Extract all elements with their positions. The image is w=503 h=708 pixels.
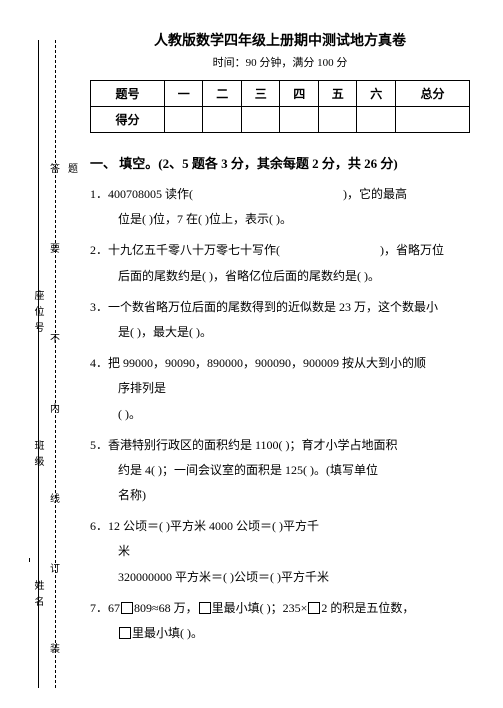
score-header-row: 题号 一 二 三 四 五 六 总分 bbox=[91, 81, 470, 107]
binding-label-name: 姓名 bbox=[30, 580, 45, 612]
q7-box1 bbox=[121, 602, 133, 614]
q7-box2 bbox=[199, 602, 211, 614]
q5-line1: 5．香港特别行政区的面积约是 1100( )；育才小学占地面积 bbox=[90, 438, 398, 452]
score-h2: 二 bbox=[203, 81, 242, 107]
q1-line1a: 1．400708005 读作( bbox=[90, 187, 193, 201]
q7-box4 bbox=[119, 627, 131, 639]
score-h4: 四 bbox=[280, 81, 319, 107]
binding-char-nei: 内 bbox=[50, 400, 60, 415]
q2-line1a: 2．十九亿五千零八十万零七十写作( bbox=[90, 243, 280, 257]
q6: 6．12 公顷＝( )平方米 4000 公顷＝( )平方千 米 32000000… bbox=[90, 514, 470, 590]
binding-label-class: 班级 bbox=[30, 440, 45, 472]
score-table: 题号 一 二 三 四 五 六 总分 得分 bbox=[90, 80, 470, 133]
q2-line2: 后面的尾数约是( )，省略亿位后面的尾数约是( )。 bbox=[104, 264, 470, 289]
q1-line2: 位是( )位，7 在( )位上，表示( )。 bbox=[104, 207, 470, 232]
q7-p4: 2 的积是五位数， bbox=[321, 601, 414, 615]
q6-line3: 320000000 平方米＝( )公顷＝( )平方千米 bbox=[104, 565, 470, 590]
binding-dashed-line bbox=[55, 40, 56, 688]
binding-margin: 姓名 班级 座位号 装 订 线 内 不 要 答 题 bbox=[30, 0, 80, 708]
q4-line1: 4．把 99000，90090，890000，900090，900009 按从大… bbox=[90, 356, 426, 370]
q3-line1: 3．一个数省略万位后面的尾数得到的近似数是 23 万，这个数最小 bbox=[90, 300, 438, 314]
q4: 4．把 99000，90090，890000，900090，900009 按从大… bbox=[90, 351, 470, 427]
score-value-row: 得分 bbox=[91, 107, 470, 133]
binding-char-xian: 线 bbox=[50, 490, 60, 505]
score-blank-7 bbox=[395, 107, 469, 133]
q4-line3: ( )。 bbox=[104, 402, 470, 427]
q6-line1: 6．12 公顷＝( )平方米 4000 公顷＝( )平方千 bbox=[90, 519, 319, 533]
page-content: 人教版数学四年级上册期中测试地方真卷 时间：90 分钟，满分 100 分 题号 … bbox=[90, 30, 470, 652]
score-blank-3 bbox=[241, 107, 280, 133]
score-h1: 一 bbox=[164, 81, 203, 107]
q2-line1b: )，省略万位 bbox=[380, 243, 444, 257]
binding-char-yao: 要 bbox=[50, 240, 60, 255]
score-blank-1 bbox=[164, 107, 203, 133]
score-blank-2 bbox=[203, 107, 242, 133]
score-h0: 题号 bbox=[91, 81, 165, 107]
q5: 5．香港特别行政区的面积约是 1100( )；育才小学占地面积 约是 4( )；… bbox=[90, 433, 470, 509]
binding-label-seat: 座位号 bbox=[30, 290, 45, 338]
q7-p1: 7．67 bbox=[90, 601, 120, 615]
page-title: 人教版数学四年级上册期中测试地方真卷 bbox=[90, 30, 470, 50]
binding-underline-1 bbox=[32, 555, 36, 568]
score-h5: 五 bbox=[318, 81, 357, 107]
binding-char-zhuang: 装 bbox=[50, 640, 60, 655]
binding-char-da: 答 bbox=[50, 160, 60, 175]
q5-line2: 约是 4( )；一间会议室的面积是 125( )。(填写单位 bbox=[104, 458, 470, 483]
binding-char-bu: 不 bbox=[50, 330, 60, 345]
score-h7: 总分 bbox=[395, 81, 469, 107]
score-row-label: 得分 bbox=[91, 107, 165, 133]
q5-line3: 名称) bbox=[104, 483, 470, 508]
score-h6: 六 bbox=[357, 81, 396, 107]
q4-line2: 序排列是 bbox=[104, 376, 470, 401]
section-1-heading: 一、 填空。(2、5 题各 3 分，其余每题 2 分，共 26 分) bbox=[90, 153, 470, 172]
q3: 3．一个数省略万位后面的尾数得到的近似数是 23 万，这个数最小 是( )，最大… bbox=[90, 295, 470, 345]
q7-p5: 里最小填( )。 bbox=[132, 626, 203, 640]
q1: 1．400708005 读作( )，它的最高 位是( )位，7 在( )位上，表示… bbox=[90, 182, 470, 232]
score-blank-6 bbox=[357, 107, 396, 133]
binding-char-ding: 订 bbox=[50, 560, 60, 575]
score-blank-4 bbox=[280, 107, 319, 133]
q3-line2: 是( )，最大是( )。 bbox=[104, 320, 470, 345]
q7: 7．67 809≈68 万， 里最小填( )；235× 2 的积是五位数， 里最小填(… bbox=[90, 596, 470, 646]
q7-box3 bbox=[308, 602, 320, 614]
binding-char-ti: 题 bbox=[68, 160, 78, 175]
q1-line1b: )，它的最高 bbox=[343, 187, 407, 201]
q2: 2．十九亿五千零八十万零七十写作( )，省略万位 后面的尾数约是( )，省略亿位后… bbox=[90, 238, 470, 288]
q6-line2: 米 bbox=[104, 539, 470, 564]
page-subtitle: 时间：90 分钟，满分 100 分 bbox=[90, 54, 470, 70]
score-h3: 三 bbox=[241, 81, 280, 107]
score-blank-5 bbox=[318, 107, 357, 133]
q7-p3: 里最小填( )；235× bbox=[212, 601, 308, 615]
q7-p2: 809≈68 万， bbox=[134, 601, 198, 615]
